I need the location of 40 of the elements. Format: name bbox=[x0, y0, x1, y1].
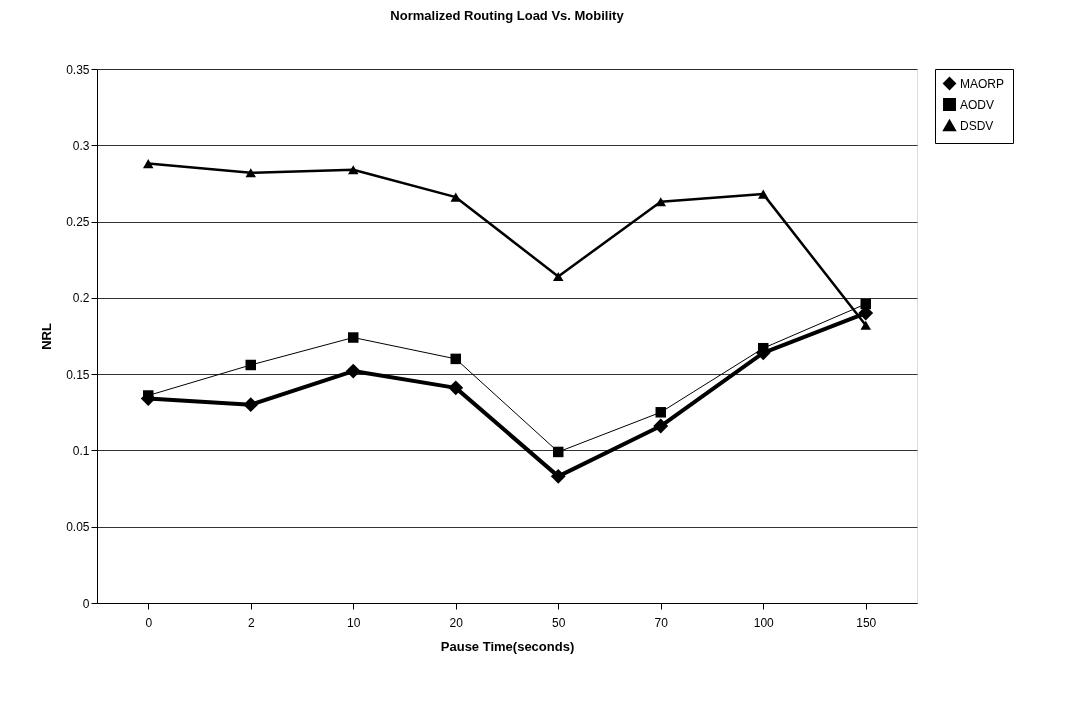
x-tick-label: 0 bbox=[145, 615, 153, 630]
point bbox=[345, 363, 361, 379]
point bbox=[553, 271, 564, 282]
legend-label: DSDV bbox=[960, 118, 994, 133]
x-tick-label: 20 bbox=[449, 615, 464, 630]
x-tick-label: 100 bbox=[753, 615, 775, 630]
point bbox=[550, 468, 566, 484]
point bbox=[348, 165, 359, 175]
y-tick-label: 0.15 bbox=[66, 367, 90, 382]
point bbox=[348, 332, 359, 343]
y-tick-label: 0.35 bbox=[66, 62, 90, 77]
point bbox=[860, 320, 871, 330]
point bbox=[450, 353, 461, 365]
x-tick-label: 10 bbox=[347, 615, 361, 630]
x-tick-label: 2 bbox=[247, 615, 255, 630]
point bbox=[758, 189, 769, 199]
y-tick-label: 0 bbox=[82, 596, 90, 611]
x-tick-label: 50 bbox=[552, 615, 566, 630]
x-axis-title: Pause Time(seconds) bbox=[440, 638, 575, 654]
y-axis-title: NRL bbox=[39, 323, 55, 350]
point bbox=[448, 380, 464, 396]
x-tick-label: 150 bbox=[856, 615, 877, 630]
y-tick-label: 0.3 bbox=[72, 138, 90, 153]
point bbox=[243, 397, 259, 413]
y-tick-label: 0.1 bbox=[72, 443, 90, 458]
point bbox=[553, 446, 564, 458]
point bbox=[653, 418, 669, 434]
y-tick-label: 0.25 bbox=[66, 215, 90, 230]
legend-label: AODV bbox=[960, 97, 995, 112]
point bbox=[450, 192, 461, 202]
x-tick-label: 70 bbox=[654, 615, 669, 630]
point bbox=[245, 168, 256, 178]
y-tick-label: 0.05 bbox=[66, 520, 90, 535]
chart-title: Normalized Routing Load Vs. Mobility bbox=[390, 8, 625, 23]
point bbox=[143, 159, 154, 169]
point bbox=[655, 407, 666, 418]
point bbox=[655, 197, 666, 207]
point bbox=[245, 359, 256, 371]
y-tick-label: 0.2 bbox=[72, 291, 90, 306]
legend-label: MAORP bbox=[960, 76, 1005, 91]
